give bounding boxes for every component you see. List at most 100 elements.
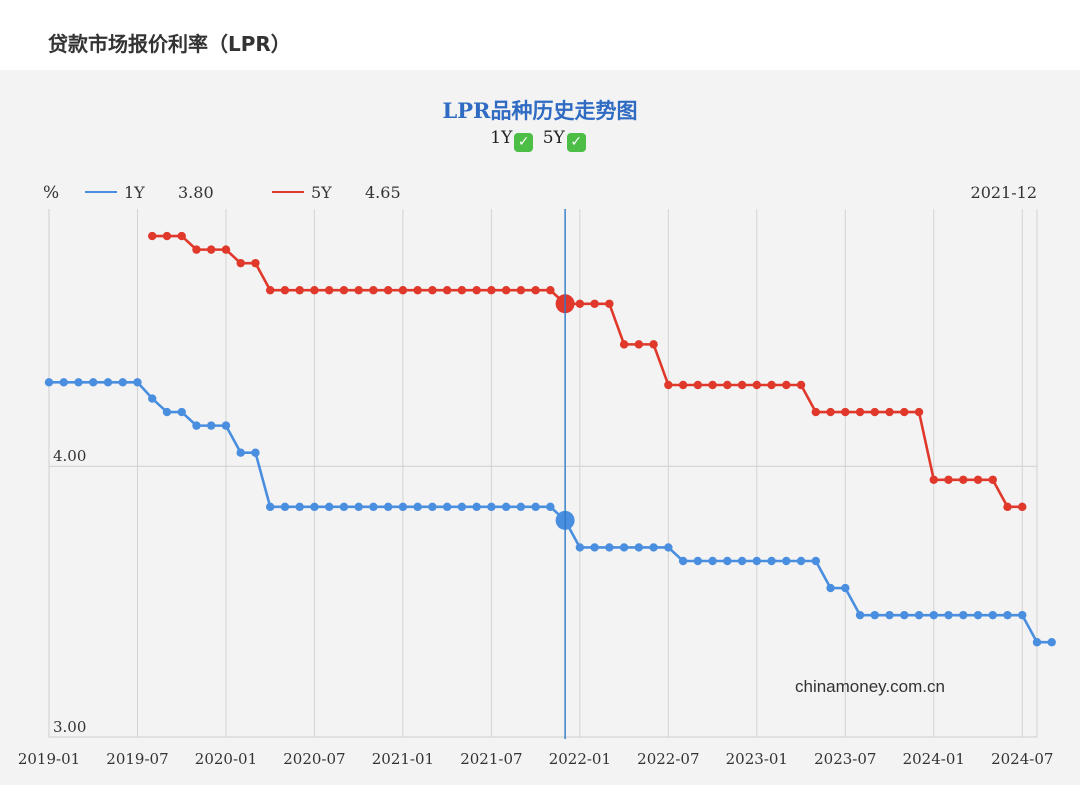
data-point[interactable] bbox=[988, 610, 997, 620]
data-point[interactable] bbox=[280, 502, 290, 512]
data-point[interactable] bbox=[855, 610, 865, 620]
data-point[interactable] bbox=[531, 502, 540, 512]
data-point[interactable] bbox=[605, 299, 614, 308]
data-point[interactable] bbox=[59, 378, 68, 387]
data-point[interactable] bbox=[841, 407, 850, 417]
data-point[interactable] bbox=[870, 610, 879, 620]
data-point[interactable] bbox=[442, 286, 452, 295]
data-point[interactable] bbox=[664, 543, 673, 552]
data-point[interactable] bbox=[251, 258, 260, 268]
data-point[interactable] bbox=[752, 556, 762, 566]
data-point[interactable] bbox=[575, 543, 585, 552]
data-point[interactable] bbox=[162, 231, 172, 241]
data-point[interactable] bbox=[723, 556, 732, 566]
data-point[interactable] bbox=[148, 394, 157, 403]
data-point[interactable] bbox=[339, 286, 349, 295]
checkbox-checked-icon[interactable]: ✓ bbox=[566, 133, 586, 152]
data-point[interactable] bbox=[973, 475, 983, 484]
data-point[interactable] bbox=[826, 583, 835, 593]
data-point[interactable] bbox=[737, 380, 747, 390]
data-point[interactable] bbox=[1003, 502, 1012, 512]
data-point[interactable] bbox=[944, 610, 953, 620]
data-point[interactable] bbox=[457, 502, 467, 512]
data-point[interactable] bbox=[310, 286, 319, 295]
data-point[interactable] bbox=[664, 380, 673, 390]
data-point[interactable] bbox=[900, 407, 909, 417]
data-point[interactable] bbox=[723, 380, 732, 390]
data-point[interactable] bbox=[295, 502, 304, 512]
data-point[interactable] bbox=[988, 475, 997, 484]
data-point[interactable] bbox=[516, 286, 526, 295]
data-point[interactable] bbox=[885, 407, 894, 417]
data-point[interactable] bbox=[44, 378, 54, 387]
data-point[interactable] bbox=[133, 378, 142, 387]
data-point[interactable] bbox=[457, 286, 467, 295]
data-point[interactable] bbox=[546, 502, 555, 512]
data-point[interactable] bbox=[118, 378, 127, 387]
data-point[interactable] bbox=[148, 231, 157, 241]
data-point[interactable] bbox=[383, 286, 393, 295]
data-point[interactable] bbox=[811, 556, 821, 566]
data-point[interactable] bbox=[929, 475, 938, 484]
data-point[interactable] bbox=[826, 407, 835, 417]
data-point[interactable] bbox=[737, 556, 747, 566]
data-point[interactable] bbox=[369, 286, 378, 295]
data-point[interactable] bbox=[782, 380, 791, 390]
data-point[interactable] bbox=[177, 407, 186, 417]
data-point[interactable] bbox=[752, 380, 762, 390]
toggle-5y[interactable]: 5Y ✓ bbox=[543, 128, 590, 152]
data-point[interactable] bbox=[516, 502, 526, 512]
data-point[interactable] bbox=[900, 610, 909, 620]
data-point[interactable] bbox=[192, 245, 201, 254]
data-point[interactable] bbox=[251, 448, 260, 457]
data-point[interactable] bbox=[796, 380, 806, 390]
data-point[interactable] bbox=[634, 340, 644, 349]
data-point[interactable] bbox=[531, 286, 540, 295]
data-point[interactable] bbox=[221, 245, 231, 254]
data-point[interactable] bbox=[442, 502, 452, 512]
data-point[interactable] bbox=[708, 380, 717, 390]
data-point[interactable] bbox=[236, 448, 245, 457]
toggle-1y[interactable]: 1Y ✓ bbox=[490, 128, 537, 152]
data-point[interactable] bbox=[708, 556, 717, 566]
data-point[interactable] bbox=[354, 502, 363, 512]
data-point[interactable] bbox=[914, 407, 924, 417]
data-point[interactable] bbox=[1018, 610, 1027, 620]
data-point[interactable] bbox=[693, 556, 703, 566]
data-point[interactable] bbox=[929, 610, 938, 620]
data-point[interactable] bbox=[944, 475, 953, 484]
data-point[interactable] bbox=[870, 407, 879, 417]
data-point[interactable] bbox=[590, 299, 599, 308]
data-point[interactable] bbox=[383, 502, 393, 512]
data-point[interactable] bbox=[324, 286, 334, 295]
data-point[interactable] bbox=[192, 421, 201, 430]
data-point[interactable] bbox=[428, 502, 437, 512]
data-point[interactable] bbox=[1018, 502, 1027, 512]
data-point[interactable] bbox=[324, 502, 334, 512]
data-point[interactable] bbox=[649, 543, 658, 552]
data-point[interactable] bbox=[398, 502, 408, 512]
data-point[interactable] bbox=[885, 610, 894, 620]
data-point[interactable] bbox=[177, 231, 186, 241]
data-point[interactable] bbox=[413, 502, 422, 512]
data-point[interactable] bbox=[221, 421, 231, 430]
data-point[interactable] bbox=[619, 543, 629, 552]
data-point[interactable] bbox=[811, 407, 821, 417]
data-point[interactable] bbox=[413, 286, 422, 295]
data-point[interactable] bbox=[472, 502, 481, 512]
data-point[interactable] bbox=[619, 340, 629, 349]
data-point[interactable] bbox=[74, 378, 83, 387]
data-point[interactable] bbox=[501, 502, 511, 512]
data-point[interactable] bbox=[634, 543, 644, 552]
data-point[interactable] bbox=[590, 543, 599, 552]
data-point[interactable] bbox=[959, 610, 968, 620]
data-point[interactable] bbox=[1032, 638, 1042, 647]
data-point[interactable] bbox=[354, 286, 363, 295]
data-point[interactable] bbox=[1047, 638, 1056, 647]
data-point[interactable] bbox=[398, 286, 408, 295]
checkbox-checked-icon[interactable]: ✓ bbox=[514, 133, 534, 152]
data-point[interactable] bbox=[339, 502, 349, 512]
data-point[interactable] bbox=[472, 286, 481, 295]
data-point[interactable] bbox=[162, 407, 172, 417]
data-point[interactable] bbox=[236, 258, 245, 268]
